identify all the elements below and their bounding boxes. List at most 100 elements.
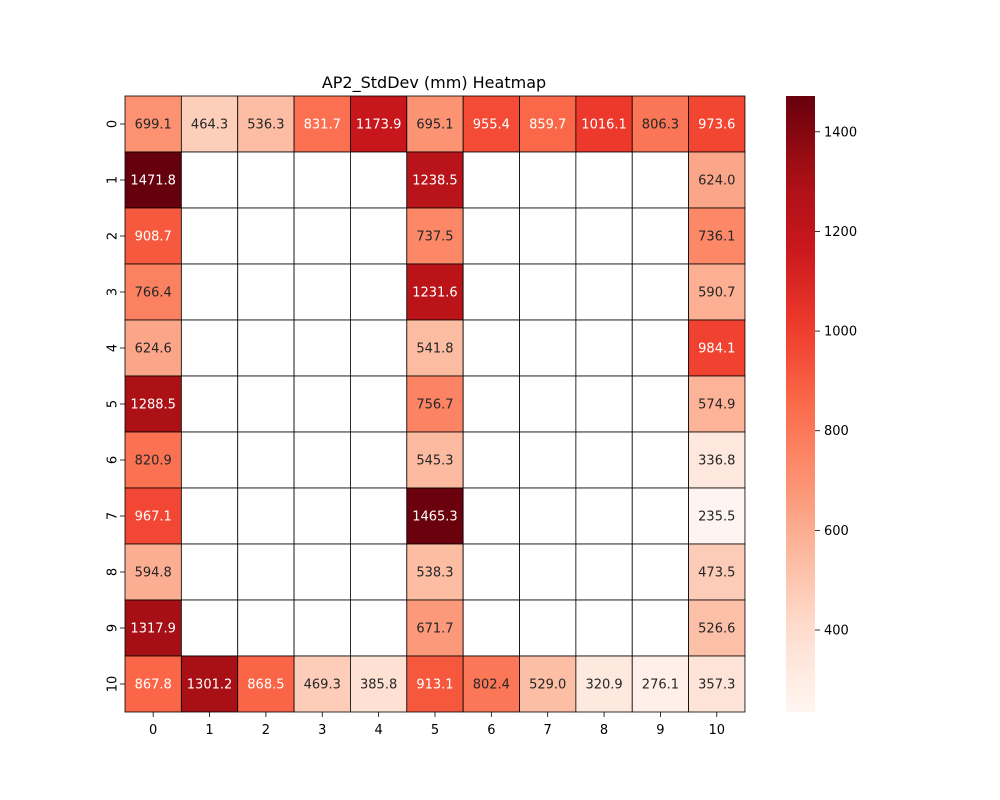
- heatmap-cell: [575, 151, 633, 209]
- heatmap-cell: [575, 655, 633, 713]
- heatmap-cell: [293, 599, 351, 657]
- x-tick-label: 4: [374, 723, 382, 738]
- heatmap-cell: [180, 95, 239, 153]
- cell-value-label: 908.7: [135, 230, 172, 245]
- cell-value-label: 473.5: [698, 566, 735, 581]
- heatmap-cell: [350, 151, 408, 209]
- heatmap-cell: [180, 487, 239, 545]
- cell-value-label: 913.1: [416, 678, 453, 693]
- cell-value-label: 820.9: [135, 454, 172, 469]
- cell-value-label: 624.0: [698, 174, 735, 189]
- heatmap-cell: [180, 431, 239, 489]
- colorbar-ticks: 400 600 800 1000 1200 1400: [815, 125, 857, 639]
- cell-value-label: 1016.1: [581, 118, 627, 133]
- heatmap-cell: [406, 319, 464, 377]
- heatmap-cell: [519, 375, 577, 433]
- heatmap-cell: [462, 599, 520, 657]
- heatmap-cell: [124, 151, 182, 209]
- heatmap-cell: [688, 599, 746, 657]
- cell-value-label: 1301.2: [187, 678, 233, 693]
- x-tick-label: 1: [205, 723, 213, 738]
- x-tick-label: 5: [431, 723, 439, 738]
- x-tick-label: 9: [656, 723, 664, 738]
- cell-value-label: 320.9: [585, 678, 622, 693]
- colorbar-tick-label: 800: [824, 424, 849, 439]
- heatmap-cell: [631, 151, 689, 209]
- heatmap-cell: [406, 487, 464, 545]
- heatmap-cell: [688, 655, 746, 713]
- heatmap-cell: [180, 375, 239, 433]
- cell-value-label: 1231.6: [412, 286, 458, 301]
- y-tick-label: 4: [106, 344, 121, 352]
- cell-value-label: 1288.5: [130, 398, 176, 413]
- heatmap-cell: [631, 207, 689, 265]
- x-tick-label: 8: [600, 723, 608, 738]
- cell-value-label: 594.8: [135, 566, 172, 581]
- cell-value-label: 867.8: [135, 678, 172, 693]
- heatmap-cell: [180, 655, 239, 713]
- cell-value-label: 574.9: [698, 398, 735, 413]
- cell-value-label: 526.6: [698, 622, 735, 637]
- heatmap-cell: [688, 207, 746, 265]
- heatmap-cell: [237, 263, 295, 321]
- heatmap-cell: [180, 543, 239, 601]
- heatmap-cell: [519, 207, 577, 265]
- heatmap-cell: [519, 655, 577, 713]
- heatmap-cell: [406, 431, 464, 489]
- heatmap-cell: [688, 375, 746, 433]
- heatmap-cell: [519, 431, 577, 489]
- heatmap-cell: [631, 655, 689, 713]
- heatmap-cell: [462, 543, 520, 601]
- heatmap-cell: [688, 95, 746, 153]
- heatmap-cell: [293, 375, 351, 433]
- heatmap-cell: [519, 151, 577, 209]
- heatmap-cell: [237, 599, 295, 657]
- heatmap-cell: [575, 319, 633, 377]
- heatmap-cell: [519, 319, 577, 377]
- x-tick-label: 10: [709, 723, 726, 738]
- heatmap-cell: [293, 431, 351, 489]
- cell-value-label: 235.5: [698, 510, 735, 525]
- heatmap-cell: [631, 487, 689, 545]
- y-tick-label: 6: [106, 456, 121, 464]
- y-tick-label: 8: [106, 568, 121, 576]
- cell-value-label: 276.1: [642, 678, 679, 693]
- heatmap-cell: [462, 151, 520, 209]
- heatmap-cell: [237, 319, 295, 377]
- y-tick-label: 3: [106, 288, 121, 296]
- y-tick-label: 7: [106, 512, 121, 520]
- heatmap-cell: [293, 655, 351, 713]
- heatmap-cell: [631, 263, 689, 321]
- colorbar-tick-label: 1200: [824, 225, 857, 240]
- heatmap-cell: [124, 319, 182, 377]
- cell-value-label: 967.1: [135, 510, 172, 525]
- heatmap-cell: [462, 319, 520, 377]
- heatmap-cell: [631, 599, 689, 657]
- cell-value-label: 464.3: [191, 118, 228, 133]
- heatmap-cell: [293, 207, 351, 265]
- heatmap-cell: [293, 319, 351, 377]
- heatmap-cell: [575, 375, 633, 433]
- y-tick-label: 0: [106, 120, 121, 128]
- heatmap-cell: [293, 543, 351, 601]
- colorbar: [786, 96, 815, 712]
- cell-value-label: 868.5: [247, 678, 284, 693]
- cell-value-label: 859.7: [529, 118, 566, 133]
- cell-value-label: 737.5: [416, 230, 453, 245]
- cell-value-label: 541.8: [416, 342, 453, 357]
- cell-value-label: 802.4: [473, 678, 510, 693]
- heatmap-cell: [293, 95, 351, 153]
- cell-value-label: 1238.5: [412, 174, 458, 189]
- heatmap-cell: [519, 543, 577, 601]
- heatmap-cell: [237, 375, 295, 433]
- heatmap-cell: [350, 543, 408, 601]
- cell-value-label: 538.3: [416, 566, 453, 581]
- heatmap-cell: [350, 431, 408, 489]
- heatmap-cell: [519, 263, 577, 321]
- heatmap-cell: [237, 151, 295, 209]
- x-tick-label: 6: [487, 723, 495, 738]
- heatmap-cell: [350, 487, 408, 545]
- x-tick-label: 3: [318, 723, 326, 738]
- cell-value-label: 469.3: [304, 678, 341, 693]
